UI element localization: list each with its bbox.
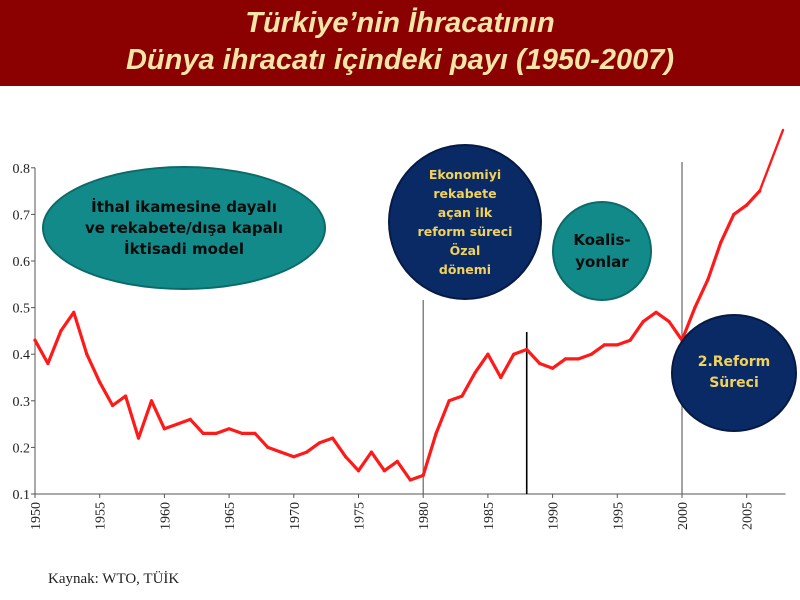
title-banner: Türkiye’nin İhracatının Dünya ihracatı i… [0, 0, 800, 86]
x-tick-label: 1960 [158, 502, 173, 530]
x-tick-label: 1950 [29, 502, 44, 530]
page-title-line-2: Dünya ihracatı içindeki payı (1950-2007) [125, 44, 675, 76]
x-tick-label: 1985 [482, 502, 497, 530]
x-tick-label: 1975 [353, 502, 368, 530]
data-point [188, 417, 192, 421]
data-point [85, 352, 89, 356]
x-tick-label: 1965 [223, 502, 238, 530]
import-substitution-ellipse: İthal ikamesine dayalı ve rekabete/dışa … [42, 166, 326, 290]
page-title-line-1: Türkiye’nin İhracatının [245, 7, 555, 39]
data-point [512, 352, 516, 356]
data-point [162, 427, 166, 431]
source-note: Kaynak: WTO, TÜİK [48, 571, 180, 587]
y-tick-label: 0.4 [13, 348, 31, 363]
data-point [525, 347, 529, 352]
data-point [563, 357, 568, 361]
data-point [382, 469, 386, 473]
data-point [589, 352, 594, 356]
data-point [98, 380, 102, 384]
second-reform-circle: 2.Reform Süreci [671, 314, 797, 432]
data-point [408, 478, 412, 482]
data-point [499, 375, 503, 380]
data-point [719, 240, 723, 244]
data-point [706, 278, 710, 282]
data-point [59, 329, 63, 333]
ozal-reform-label: Ekonomiyi rekabete açan ilk reform sürec… [417, 167, 513, 277]
x-tick-label: 2005 [741, 502, 756, 530]
data-point [538, 361, 542, 366]
second-reform-label: 2.Reform Süreci [697, 354, 771, 391]
data-point [356, 469, 361, 473]
data-point [149, 399, 154, 403]
y-tick-label: 0.7 [13, 208, 31, 223]
data-point [136, 436, 141, 440]
data-point [201, 431, 205, 435]
data-point [628, 338, 632, 342]
data-point [654, 310, 658, 314]
data-point [111, 403, 115, 408]
data-point [732, 212, 736, 216]
data-point [667, 320, 671, 324]
data-point [305, 450, 309, 454]
y-tick-label: 0.2 [13, 441, 31, 456]
x-tick-label: 1970 [288, 502, 303, 530]
data-point [395, 459, 399, 463]
data-point [602, 343, 607, 347]
data-point [693, 306, 697, 310]
data-point [344, 455, 348, 459]
data-point [266, 445, 270, 449]
ozal-reform-circle: Ekonomiyi rekabete açan ilk reform sürec… [388, 144, 542, 300]
data-point [292, 455, 296, 459]
x-tick-label: 1990 [547, 502, 562, 530]
data-point [641, 320, 645, 324]
y-tick-label: 0.3 [13, 395, 31, 410]
data-point [447, 399, 451, 403]
x-tick-label: 2000 [676, 502, 691, 530]
y-tick-label: 0.8 [13, 162, 31, 177]
x-tick-label: 1955 [94, 502, 109, 530]
data-point [460, 394, 464, 398]
data-point [33, 338, 37, 342]
data-point [279, 450, 283, 454]
data-point [124, 394, 128, 398]
data-point [214, 431, 218, 435]
coalitions-label: Koalis- yonlar [573, 231, 631, 271]
y-tick-label: 0.1 [13, 488, 31, 503]
y-tick-label: 0.6 [13, 255, 31, 270]
data-point [331, 436, 335, 440]
y-tick-label: 0.5 [13, 302, 31, 317]
data-point [421, 473, 425, 477]
trend-arrow [758, 128, 785, 193]
data-point [72, 310, 76, 314]
x-tick-label: 1995 [611, 502, 626, 530]
x-tick-label: 1980 [417, 502, 432, 530]
data-point [576, 357, 581, 361]
data-point [745, 203, 749, 207]
data-point [227, 427, 231, 431]
data-point [434, 431, 438, 435]
data-point [369, 450, 373, 454]
import-substitution-label: İthal ikamesine dayalı ve rekabete/dışa … [85, 197, 283, 258]
data-point [551, 366, 555, 370]
data-point [175, 422, 179, 426]
coalitions-circle: Koalis- yonlar [552, 201, 652, 301]
data-point [240, 431, 244, 435]
data-point [46, 361, 50, 366]
data-point [253, 431, 257, 435]
export-share-chart: 0.1 0.2 0.3 0.4 0.5 0.6 0.7 0.8 1950 1955 1960 1965… [13, 128, 786, 530]
data-point [486, 352, 490, 356]
data-point [318, 441, 322, 445]
data-point [473, 371, 477, 375]
data-point [615, 343, 619, 347]
